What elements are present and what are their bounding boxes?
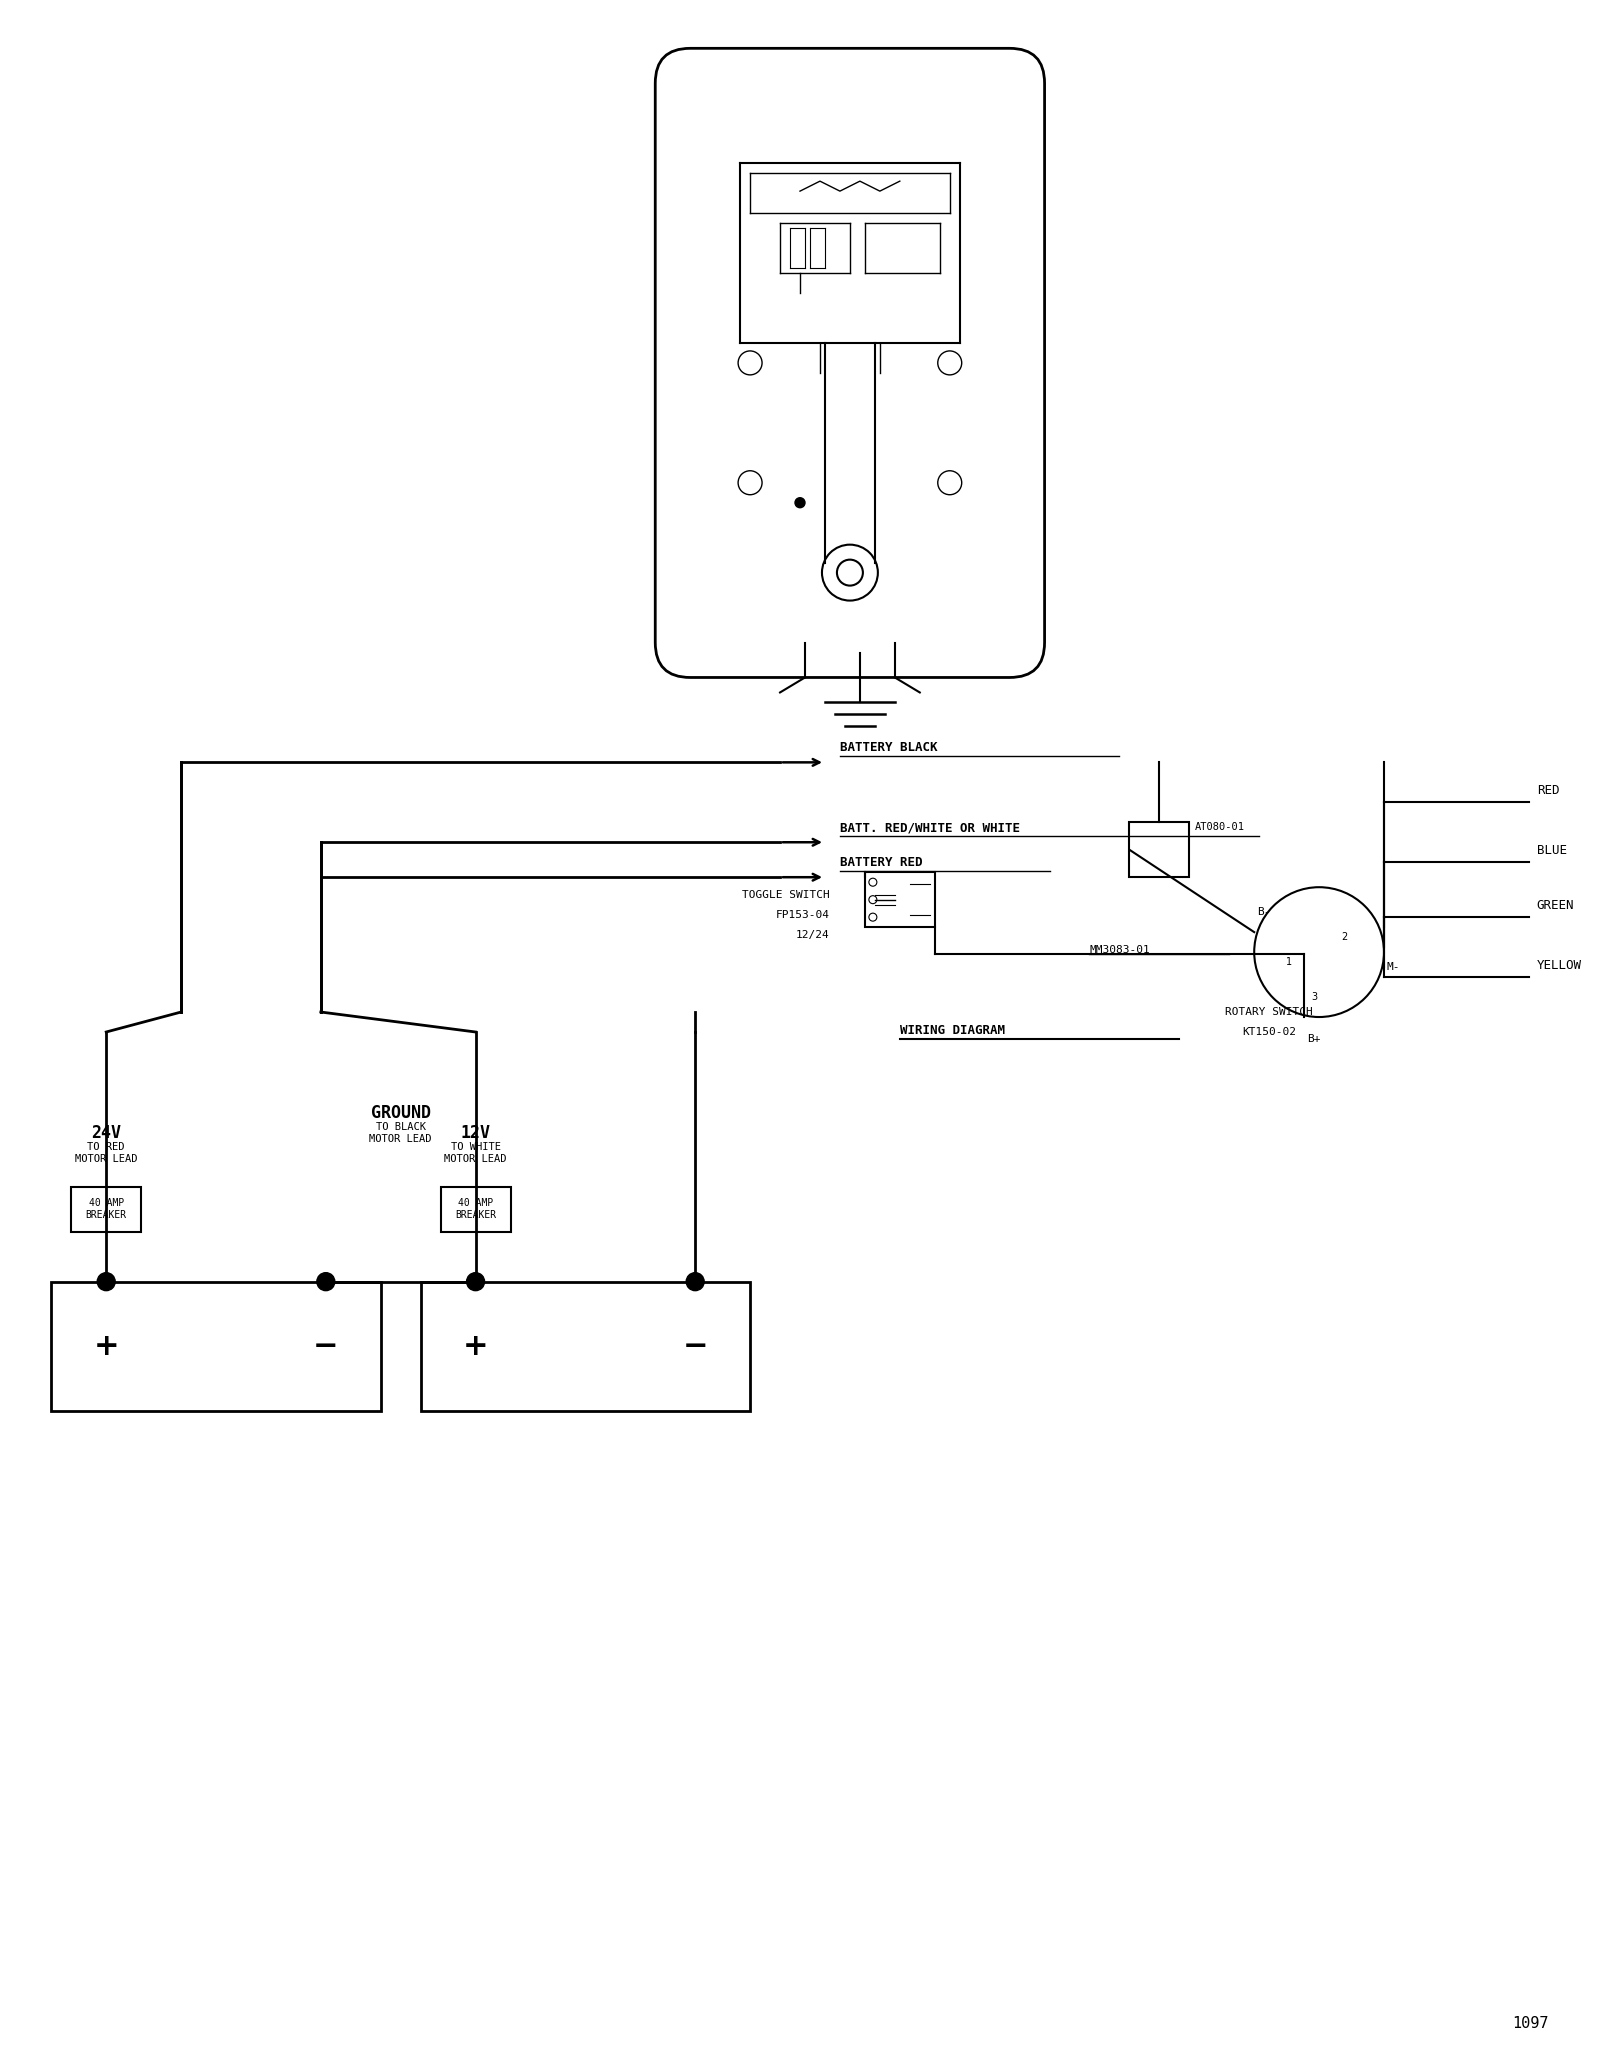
Text: +: + [462, 1332, 488, 1361]
Text: WIRING DIAGRAM: WIRING DIAGRAM [899, 1025, 1005, 1037]
Text: MM3083-01: MM3083-01 [1090, 944, 1150, 955]
Text: TOGGLE SWITCH: TOGGLE SWITCH [742, 891, 830, 901]
Text: 2: 2 [1341, 932, 1347, 942]
Text: GREEN: GREEN [1536, 899, 1574, 911]
Bar [440, 1188, 510, 1231]
Text: B+: B+ [1307, 1033, 1322, 1043]
Text: AT080-01: AT080-01 [1194, 823, 1245, 833]
Bar [51, 1283, 381, 1412]
Text: 24V: 24V [91, 1124, 122, 1142]
Circle shape [686, 1272, 704, 1291]
Text: TO WHITE
MOTOR LEAD: TO WHITE MOTOR LEAD [445, 1142, 507, 1163]
Text: KT150-02: KT150-02 [1242, 1027, 1296, 1037]
Text: TO BLACK
MOTOR LEAD: TO BLACK MOTOR LEAD [370, 1122, 432, 1144]
Circle shape [98, 1272, 115, 1291]
Text: 3: 3 [1310, 992, 1317, 1002]
Circle shape [795, 497, 805, 507]
Text: 12V: 12V [461, 1124, 491, 1142]
Text: −: − [683, 1332, 707, 1361]
Text: 12/24: 12/24 [797, 930, 830, 940]
Text: BATT. RED/WHITE OR WHITE: BATT. RED/WHITE OR WHITE [840, 821, 1019, 835]
Bar [421, 1283, 750, 1412]
Text: ROTARY SWITCH: ROTARY SWITCH [1226, 1006, 1314, 1017]
Text: 40 AMP
BREAKER: 40 AMP BREAKER [86, 1198, 126, 1221]
Circle shape [467, 1272, 485, 1291]
Circle shape [317, 1272, 334, 1291]
Text: BATTERY RED: BATTERY RED [840, 856, 923, 870]
Text: +: + [93, 1332, 118, 1361]
Text: TO RED
MOTOR LEAD: TO RED MOTOR LEAD [75, 1142, 138, 1163]
Text: RED: RED [1536, 784, 1560, 798]
Text: −: − [314, 1332, 339, 1361]
Text: FP153-04: FP153-04 [776, 909, 830, 920]
Text: 40 AMP
BREAKER: 40 AMP BREAKER [454, 1198, 496, 1221]
Text: BLUE: BLUE [1536, 843, 1566, 858]
Bar [866, 872, 934, 928]
Bar [1130, 823, 1189, 876]
Text: BATTERY BLACK: BATTERY BLACK [840, 742, 938, 755]
Text: 1: 1 [1286, 957, 1293, 967]
Text: YELLOW: YELLOW [1536, 959, 1582, 971]
Text: GROUND: GROUND [371, 1103, 430, 1122]
Text: 1097: 1097 [1512, 2017, 1549, 2031]
Text: B-: B- [1258, 907, 1270, 918]
Bar [72, 1188, 141, 1231]
Text: M-: M- [1387, 963, 1400, 971]
